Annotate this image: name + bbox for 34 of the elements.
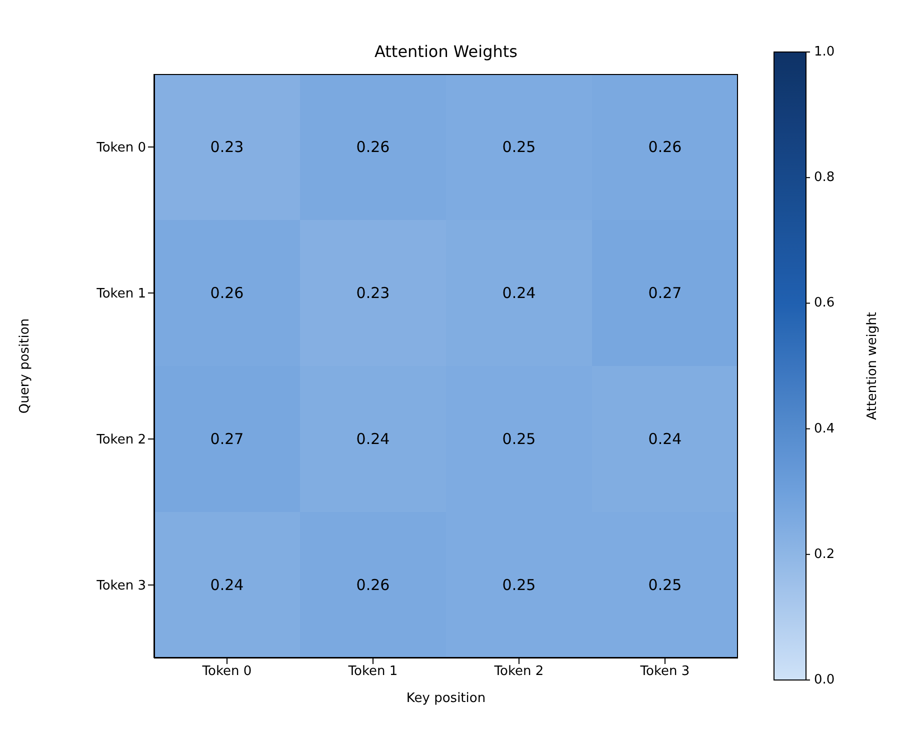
color-bar-title: Attention weight bbox=[865, 312, 880, 420]
data-label: 0.23 bbox=[210, 138, 244, 156]
x-tick-label: Token 1 bbox=[347, 664, 398, 680]
data-label: 0.25 bbox=[648, 576, 682, 594]
chart-title: Attention Weights bbox=[373, 42, 518, 61]
data-label: 0.25 bbox=[502, 430, 536, 448]
data-label: 0.27 bbox=[210, 430, 244, 448]
data-label: 0.25 bbox=[502, 576, 536, 594]
data-label: 0.24 bbox=[648, 430, 682, 448]
color-bar-label: 1.0 bbox=[814, 44, 835, 60]
data-label: 0.24 bbox=[356, 430, 390, 448]
y-tick-label: Token 3 bbox=[96, 578, 146, 594]
color-bar-label: 0.2 bbox=[814, 546, 835, 562]
color-bar-label: 0.0 bbox=[814, 672, 835, 688]
data-label: 0.27 bbox=[648, 284, 682, 302]
x-tick-label: Token 3 bbox=[639, 664, 690, 680]
data-label: 0.26 bbox=[648, 138, 682, 156]
data-label: 0.24 bbox=[502, 284, 536, 302]
color-bar-label: 0.8 bbox=[814, 170, 835, 186]
x-tick-label: Token 2 bbox=[493, 664, 544, 680]
y-axis-title: Query position bbox=[18, 318, 33, 414]
y-tick-label: Token 1 bbox=[96, 286, 146, 302]
x-axis-title: Key position bbox=[406, 691, 486, 706]
data-label: 0.26 bbox=[356, 138, 390, 156]
x-tick-label: Token 0 bbox=[201, 664, 252, 680]
data-label: 0.23 bbox=[356, 284, 390, 302]
y-tick-label: Token 0 bbox=[96, 140, 146, 156]
data-label: 0.25 bbox=[502, 138, 536, 156]
color-bar-label: 0.6 bbox=[814, 296, 835, 311]
data-label: 0.24 bbox=[210, 576, 244, 594]
y-tick-label: Token 2 bbox=[96, 432, 146, 448]
data-label: 0.26 bbox=[210, 284, 244, 302]
color-bar-label: 0.4 bbox=[814, 421, 835, 436]
data-label: 0.26 bbox=[356, 576, 390, 594]
